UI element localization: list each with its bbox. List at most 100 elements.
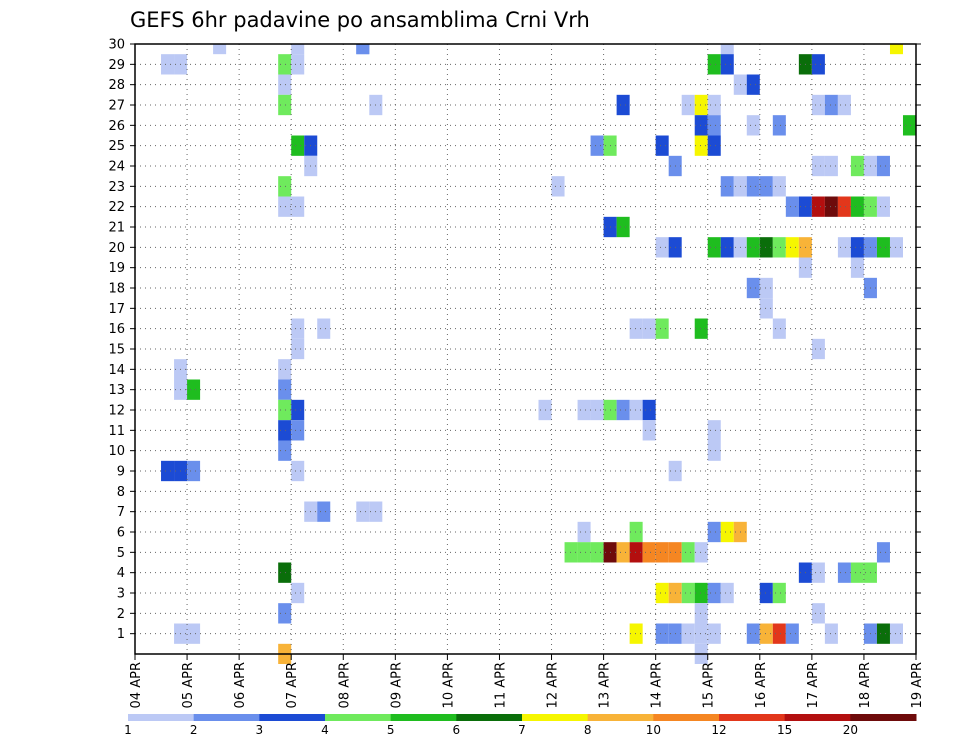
heatmap-cells xyxy=(161,44,916,664)
heatmap-cell xyxy=(837,94,851,116)
y-tick-label: 23 xyxy=(108,180,125,195)
heatmap-cell xyxy=(746,277,760,299)
heatmap-cell xyxy=(278,74,292,95)
colorbar-tick-label: 2 xyxy=(190,723,198,737)
heatmap-cell xyxy=(655,582,669,604)
heatmap-cell xyxy=(291,44,305,55)
colorbar-tick-label: 1 xyxy=(124,723,132,737)
heatmap-cell xyxy=(291,54,305,75)
heatmap-cell xyxy=(187,460,201,482)
heatmap-cell xyxy=(291,135,305,156)
heatmap-cell xyxy=(837,562,851,583)
heatmap-cell xyxy=(850,257,864,278)
heatmap-cell xyxy=(564,542,578,563)
x-tick-label: 13 APR xyxy=(598,662,613,708)
x-tick-label: 12 APR xyxy=(546,662,561,708)
y-tick-label: 17 xyxy=(108,302,125,317)
heatmap-cell xyxy=(629,542,643,563)
heatmap-cell xyxy=(655,237,669,258)
heatmap-cell xyxy=(616,94,630,116)
heatmap-cell xyxy=(824,196,838,217)
heatmap-cell xyxy=(356,501,370,522)
heatmap-cell xyxy=(759,277,773,299)
y-tick-label: 9 xyxy=(117,465,125,480)
colorbar-swatch xyxy=(390,714,457,721)
chart-title: GEFS 6hr padavine po ansamblima Crni Vrh xyxy=(130,8,590,32)
colorbar-tick-label: 8 xyxy=(584,723,592,737)
colorbar-swatch xyxy=(587,714,654,721)
heatmap-cell xyxy=(642,318,656,339)
heatmap-cell xyxy=(759,237,773,258)
y-tick-label: 20 xyxy=(108,241,125,256)
heatmap-cell xyxy=(824,94,838,116)
x-tick-label: 15 APR xyxy=(702,662,717,708)
heatmap-cell xyxy=(720,582,734,604)
y-tick-label: 12 xyxy=(108,404,125,419)
heatmap-cell xyxy=(278,196,292,217)
x-tick-label: 14 APR xyxy=(650,662,665,708)
heatmap-cell xyxy=(642,420,656,441)
heatmap-cell xyxy=(889,44,903,55)
heatmap-cell xyxy=(707,420,721,441)
y-tick-label: 14 xyxy=(108,363,125,378)
heatmap-cell xyxy=(876,237,890,258)
heatmap-cell xyxy=(772,623,786,644)
x-tick-label: 06 APR xyxy=(233,662,248,708)
colorbar-tick-label: 10 xyxy=(646,723,661,737)
colorbar-swatch xyxy=(128,714,195,721)
colorbar-swatch xyxy=(522,714,589,721)
x-tick-label: 19 APR xyxy=(910,662,925,708)
heatmap-cell xyxy=(720,44,734,55)
y-tick-label: 18 xyxy=(108,282,125,297)
heatmap-cell xyxy=(291,196,305,217)
heatmap-cell xyxy=(577,542,591,563)
heatmap-cell xyxy=(317,318,331,339)
colorbar-tick-label: 6 xyxy=(453,723,461,737)
colorbar-swatch xyxy=(325,714,392,721)
heatmap-cell xyxy=(720,176,734,197)
heatmap-cell xyxy=(720,54,734,75)
heatmap-cell xyxy=(707,237,721,258)
heatmap-cell xyxy=(616,542,630,563)
x-tick-label: 10 APR xyxy=(441,662,456,708)
y-tick-label: 8 xyxy=(117,485,125,500)
heatmap-cell xyxy=(772,237,786,258)
heatmap-cell xyxy=(876,196,890,217)
heatmap-cell xyxy=(759,582,773,604)
heatmap-cell xyxy=(694,318,708,339)
heatmap-cell xyxy=(707,54,721,75)
heatmap-cell xyxy=(850,196,864,217)
y-tick-label: 24 xyxy=(108,160,125,175)
heatmap-cell xyxy=(629,623,643,644)
heatmap-cell xyxy=(746,623,760,644)
heatmap-cell xyxy=(811,54,825,75)
heatmap-cell xyxy=(629,318,643,339)
heatmap-cell xyxy=(317,501,331,522)
y-tick-label: 19 xyxy=(108,261,125,276)
heatmap-cell xyxy=(590,542,604,563)
heatmap-cell xyxy=(278,359,292,380)
colorbar-swatch xyxy=(719,714,786,721)
heatmap-cell xyxy=(577,399,591,421)
heatmap-cell xyxy=(707,94,721,116)
heatmap-cell xyxy=(616,216,630,238)
colorbar-tick-label: 20 xyxy=(843,723,858,737)
heatmap-cell xyxy=(291,582,305,604)
heatmap-cell xyxy=(278,603,292,624)
x-tick-label: 17 APR xyxy=(806,662,821,708)
y-tick-label: 4 xyxy=(117,566,125,581)
heatmap-cell xyxy=(707,135,721,156)
x-tick-label: 09 APR xyxy=(389,662,404,708)
heatmap-cell xyxy=(811,603,825,624)
heatmap-cell xyxy=(694,623,708,644)
heatmap-cell xyxy=(785,623,799,644)
y-tick-label: 25 xyxy=(108,139,125,154)
heatmap-cell xyxy=(629,521,643,543)
y-axis-ticks: 1234567891011121314151617181920212223242… xyxy=(108,38,921,642)
heatmap-cell xyxy=(746,74,760,95)
heatmap-cell xyxy=(655,542,669,563)
heatmap-cell xyxy=(590,399,604,421)
heatmap-cell xyxy=(850,155,864,177)
x-tick-label: 08 APR xyxy=(337,662,352,708)
